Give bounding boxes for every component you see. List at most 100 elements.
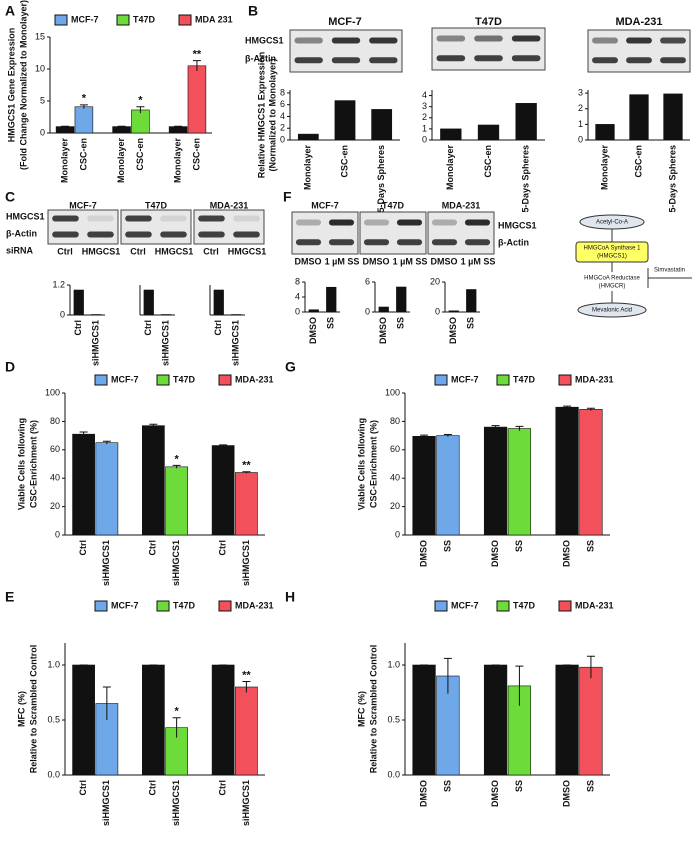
blot-band bbox=[160, 231, 187, 238]
y-tick-label: 0 bbox=[435, 306, 440, 316]
bar bbox=[55, 126, 75, 134]
bar bbox=[663, 93, 683, 141]
legend-swatch bbox=[434, 600, 448, 612]
error-bar bbox=[219, 444, 228, 447]
error-bar bbox=[443, 433, 452, 437]
significance-label: ** bbox=[193, 49, 202, 61]
blot-band bbox=[431, 219, 458, 226]
x-tick-label: DMSO bbox=[490, 780, 500, 807]
bar bbox=[378, 306, 389, 313]
y-axis-label: MFC (%) bbox=[16, 691, 26, 727]
x-tick-label: SS bbox=[585, 540, 595, 552]
error-bar bbox=[192, 60, 201, 71]
blot-band bbox=[626, 57, 652, 64]
bar bbox=[436, 435, 460, 536]
y-tick-label: 1.2 bbox=[52, 279, 65, 289]
blot-band bbox=[295, 219, 322, 226]
x-tick-label: 5-Days Spheres bbox=[376, 145, 386, 213]
y-axis-label: (Normalized to Monolayer) bbox=[267, 58, 277, 171]
x-tick-label: Ctrl bbox=[213, 320, 223, 336]
x-tick-label: Ctrl bbox=[148, 540, 158, 556]
bar bbox=[579, 409, 603, 536]
chart-title: MDA-231 bbox=[615, 16, 662, 28]
blot-band bbox=[125, 231, 152, 238]
x-tick-label: SS bbox=[396, 317, 406, 329]
lane-label: DMSO bbox=[431, 256, 458, 266]
error-bar bbox=[242, 681, 251, 693]
panel-label: C bbox=[5, 189, 15, 205]
blot-row-label: HMGCS1 bbox=[245, 35, 284, 45]
y-tick-label: 0 bbox=[40, 127, 45, 137]
legend-swatch bbox=[558, 374, 572, 386]
error-bar bbox=[149, 423, 158, 428]
blot-band bbox=[363, 239, 390, 246]
significance-label: * bbox=[138, 95, 143, 107]
y-tick-label: 2 bbox=[280, 123, 285, 133]
blot-band bbox=[436, 55, 466, 62]
y-tick-label: 4 bbox=[280, 111, 285, 121]
lane-label: Ctrl bbox=[57, 246, 73, 256]
blot-band bbox=[328, 239, 355, 246]
blot bbox=[291, 211, 359, 255]
blot-row-label: siRNA bbox=[6, 245, 34, 255]
error-bar bbox=[586, 407, 595, 411]
y-tick-label: 20 bbox=[50, 501, 60, 511]
y-axis-label: (Fold Change Normalized to Monolayer) bbox=[18, 0, 28, 170]
y-tick-label: 40 bbox=[50, 473, 60, 483]
panel-label: G bbox=[285, 359, 296, 375]
bar bbox=[555, 664, 579, 776]
panel-label: B bbox=[248, 3, 258, 19]
legend-swatch bbox=[496, 600, 510, 612]
x-tick-label: Ctrl bbox=[218, 780, 228, 796]
x-tick-label: siHMGCS1 bbox=[91, 320, 101, 366]
bar bbox=[308, 309, 319, 313]
y-tick-label: 80 bbox=[390, 416, 400, 426]
panel-label: E bbox=[5, 589, 14, 605]
lane-label: 1 µM SS bbox=[461, 256, 496, 266]
error-bar bbox=[117, 125, 126, 127]
blot-title: MDA-231 bbox=[210, 200, 249, 210]
x-tick-label: Ctrl bbox=[148, 780, 158, 796]
blot-title: T47D bbox=[382, 200, 405, 210]
legend-label: MDA-231 bbox=[575, 600, 614, 610]
node-label: (HMGCS1) bbox=[597, 254, 627, 260]
error-bar bbox=[515, 665, 524, 706]
lane-label: HMGCS1 bbox=[228, 246, 267, 256]
error-bar bbox=[136, 106, 145, 114]
x-tick-label: CSC-en bbox=[78, 138, 88, 171]
bar bbox=[515, 103, 537, 141]
y-tick-label: 3 bbox=[578, 88, 583, 98]
y-tick-label: 0 bbox=[578, 134, 583, 144]
bar bbox=[396, 286, 407, 313]
y-tick-label: 4 bbox=[295, 291, 300, 301]
significance-label: ** bbox=[242, 460, 251, 472]
x-tick-label: Monolayer bbox=[116, 138, 126, 184]
error-bar bbox=[102, 686, 111, 720]
x-tick-label: Ctrl bbox=[143, 320, 153, 336]
y-tick-label: 6 bbox=[365, 276, 370, 286]
blot-band bbox=[396, 239, 423, 246]
bar bbox=[448, 310, 459, 313]
blot-band bbox=[198, 231, 225, 238]
pathway-diagram: Acetyl-Co-A HMGCoA Synthase 1 (HMGCS1) H… bbox=[575, 214, 692, 318]
x-tick-label: SS bbox=[442, 540, 452, 552]
blot bbox=[120, 209, 192, 245]
error-bar bbox=[443, 657, 452, 694]
blot-row-label: β-Actin bbox=[6, 228, 37, 238]
blot-band bbox=[626, 37, 652, 44]
blot-title: MDA-231 bbox=[442, 200, 481, 210]
y-tick-label: 15 bbox=[35, 31, 45, 41]
lane-label: DMSO bbox=[363, 256, 390, 266]
bar bbox=[412, 664, 436, 776]
lane-label: Ctrl bbox=[130, 246, 146, 256]
blot bbox=[427, 211, 495, 255]
bar bbox=[165, 466, 188, 536]
node-label: Acetyl-Co-A bbox=[596, 220, 628, 226]
significance-label: * bbox=[82, 93, 87, 105]
legend-swatch bbox=[218, 374, 232, 386]
blot-band bbox=[198, 215, 225, 222]
error-bar bbox=[586, 655, 595, 679]
blot-band bbox=[369, 57, 398, 64]
y-tick-label: 1 bbox=[422, 123, 427, 133]
x-tick-label: siHMGCS1 bbox=[101, 540, 111, 586]
